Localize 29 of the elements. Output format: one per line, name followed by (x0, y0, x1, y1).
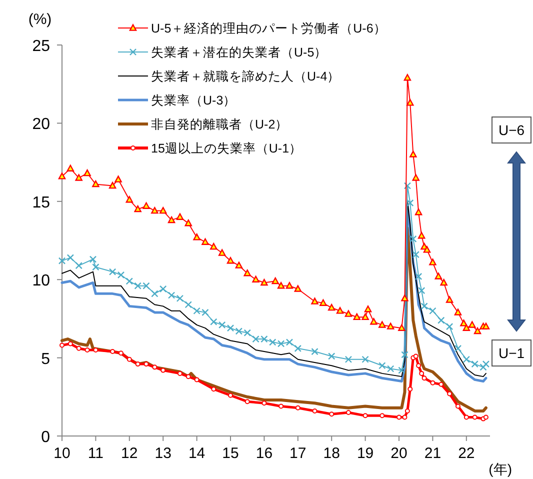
text: U−1 (498, 345, 525, 361)
y-tick-label: 0 (41, 429, 50, 446)
x-tick-label: 16 (256, 445, 273, 462)
x-tick-label: 12 (121, 445, 138, 462)
x-tick-label: 11 (88, 445, 104, 462)
y-tick-label: 10 (32, 272, 50, 290)
legend-label: U-5＋経済的理由のパート労働者（U-6） (151, 20, 386, 36)
legend-label: 失業者＋潜在的失業者（U-5） (151, 46, 328, 60)
text: U−6 (498, 122, 525, 138)
x-tick-label: 10 (54, 445, 70, 462)
legend-label: 失業率（U-3） (151, 92, 236, 108)
x-tick-label: 20 (390, 445, 408, 462)
x-tick-label: 13 (154, 445, 172, 462)
y-tick-label: 15 (32, 194, 50, 212)
x-tick-label: 18 (323, 445, 340, 462)
y-tick-label: 5 (41, 350, 50, 368)
legend-label: 15週以上の失業率（U-1） (151, 140, 302, 156)
legend-label: 非自発的離職者（U-2） (151, 118, 288, 132)
x-tick-label: 14 (188, 445, 206, 462)
x-tick-label: 17 (290, 445, 306, 462)
y-tick-label: 20 (32, 116, 50, 134)
y-axis-title: (%) (28, 11, 52, 28)
x-tick-label: 15 (222, 445, 239, 462)
x-tick-label: 22 (458, 445, 475, 462)
legend-label: 失業者＋就職を諦めた人（U-4） (151, 70, 340, 84)
y-tick-label: 25 (32, 38, 50, 55)
x-tick-label: 19 (356, 445, 374, 462)
x-axis-title: (年) (488, 461, 512, 477)
x-tick-label: 21 (424, 445, 442, 462)
